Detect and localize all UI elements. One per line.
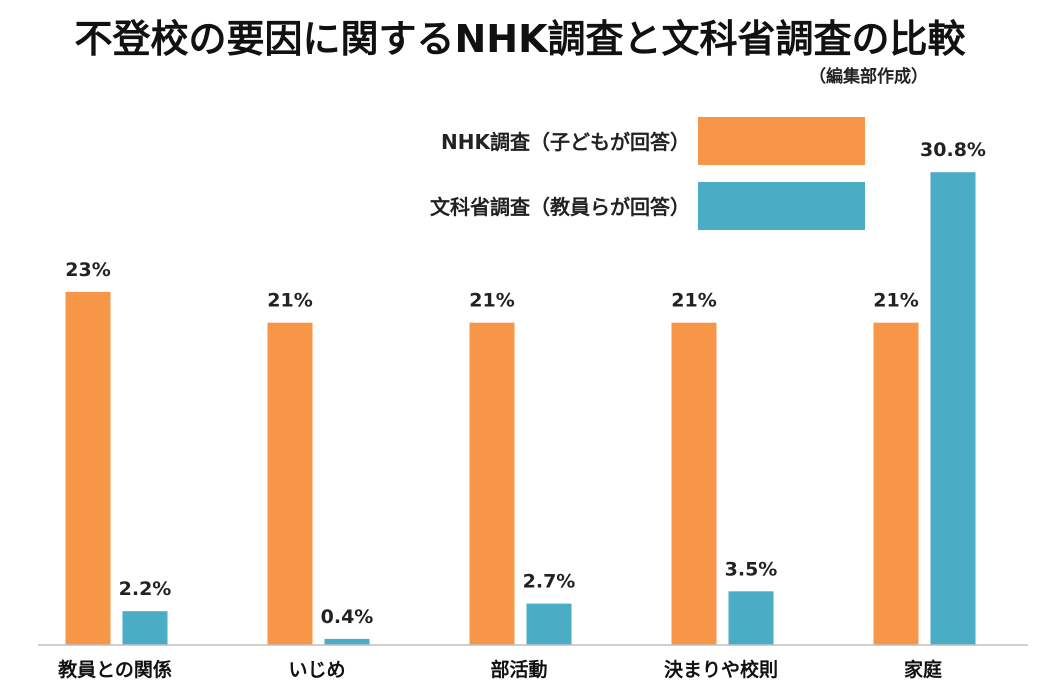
data-label-mext-1: 0.4%: [321, 606, 374, 628]
data-label-nhk-0: 23%: [65, 259, 110, 281]
chart-title: 不登校の要因に関するNHK調査と文科省調査の比較: [74, 17, 966, 61]
category-label-4: 家庭: [904, 658, 942, 681]
bar-nhk-1: [267, 322, 313, 645]
bar-mext-1: [324, 638, 370, 645]
data-label-nhk-3: 21%: [671, 290, 716, 312]
legend-label-nhk: NHK調査（子どもが回答）: [441, 130, 690, 154]
bar-nhk-3: [671, 322, 717, 645]
bar-mext-0: [122, 611, 168, 645]
chart-subtitle: （編集部作成）: [809, 66, 928, 87]
legend-swatch-nhk: [698, 117, 865, 165]
category-label-1: いじめ: [288, 659, 345, 681]
data-label-mext-2: 2.7%: [523, 571, 576, 593]
data-label-nhk-4: 21%: [873, 290, 918, 312]
category-labels-group: 教員との関係 いじめ 部活動 決まりや校則 家庭: [58, 658, 942, 681]
data-labels-group: 23% 2.2% 21% 0.4% 21% 2.7% 21% 3.5% 21% 30.8%: [65, 139, 986, 628]
bar-mext-2: [526, 603, 572, 645]
legend: NHK調査（子どもが回答） 文科省調査（教員らが回答）: [430, 117, 865, 230]
bars-group: [65, 172, 976, 645]
bar-nhk-4: [873, 322, 919, 645]
legend-label-mext: 文科省調査（教員らが回答）: [430, 195, 690, 219]
data-label-mext-4: 30.8%: [920, 139, 986, 161]
bar-nhk-0: [65, 291, 111, 645]
data-label-mext-3: 3.5%: [725, 558, 778, 580]
category-label-2: 部活動: [490, 658, 547, 681]
category-label-0: 教員との関係: [58, 658, 172, 681]
data-label-nhk-2: 21%: [469, 290, 514, 312]
data-label-mext-0: 2.2%: [119, 578, 172, 600]
bar-mext-3: [728, 591, 774, 645]
category-label-3: 決まりや校則: [664, 658, 778, 681]
data-label-nhk-1: 21%: [267, 290, 312, 312]
legend-swatch-mext: [698, 182, 865, 230]
bar-nhk-2: [469, 322, 515, 645]
bar-mext-4: [930, 172, 976, 645]
